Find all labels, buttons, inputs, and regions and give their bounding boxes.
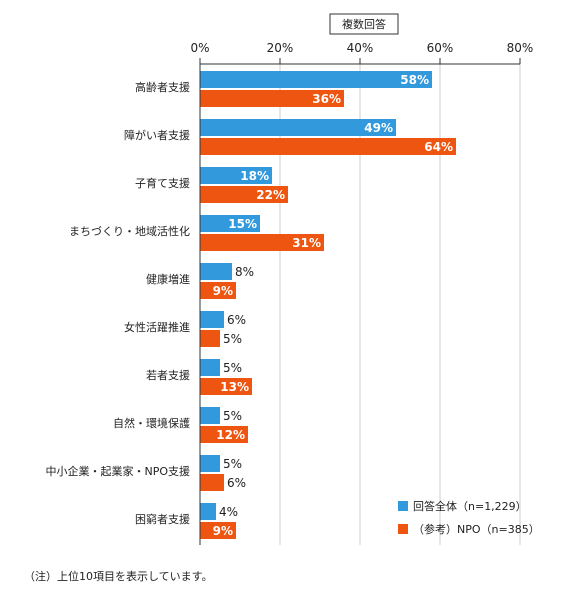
x-tick-label: 20% [267, 41, 294, 55]
bar-all [200, 359, 220, 376]
category-label: 健康増進 [146, 272, 190, 286]
x-tick-label: 0% [190, 41, 209, 55]
bar-npo [200, 138, 456, 155]
data-label: 31% [292, 236, 321, 250]
category-label: 自然・環境保護 [113, 416, 190, 430]
bar-all [200, 503, 216, 520]
bar-all [200, 311, 224, 328]
bar-all [200, 215, 260, 232]
category-label: 女性活躍推進 [124, 320, 190, 334]
data-label: 15% [228, 217, 257, 231]
legend-swatch [398, 524, 408, 534]
data-label: 36% [312, 92, 341, 106]
data-label: 5% [223, 332, 242, 346]
legend-swatch [398, 501, 408, 511]
data-label: 8% [235, 265, 254, 279]
box-label: 複数回答 [342, 17, 386, 31]
legend: 回答全体（n=1,229） （参考）NPO（n=385） [398, 499, 540, 536]
data-label: 13% [220, 380, 249, 394]
x-tick-label: 40% [347, 41, 374, 55]
bar-all [200, 71, 432, 88]
box-label-frame [329, 13, 399, 35]
data-label: 58% [400, 73, 429, 87]
category-labels: 高齢者支援障がい者支援子育て支援まちづくり・地域活性化健康増進女性活躍推進若者支… [45, 80, 190, 526]
data-label: 49% [364, 121, 393, 135]
bar-all [200, 455, 220, 472]
bar-npo [200, 282, 236, 299]
bar-npo [200, 426, 248, 443]
bar-all [200, 407, 220, 424]
bar-all [200, 263, 232, 280]
legend-label: 回答全体（n=1,229） [413, 499, 527, 513]
category-label: 高齢者支援 [135, 80, 190, 94]
bars: 58%36%49%64%18%22%15%31%8%9%6%5%5%13%5%1… [200, 71, 456, 539]
bar-npo [200, 378, 252, 395]
category-label: 障がい者支援 [124, 128, 190, 142]
bar-all [200, 167, 272, 184]
x-tick-label: 80% [507, 41, 534, 55]
data-label: 4% [219, 505, 238, 519]
data-label: 22% [256, 188, 285, 202]
data-label: 9% [213, 524, 233, 538]
category-label: 若者支援 [146, 368, 190, 382]
bar-npo [200, 522, 236, 539]
data-label: 5% [223, 361, 242, 375]
x-axis-ticks: 0% 20% 40% 60% 80% [190, 41, 534, 65]
bar-npo [200, 186, 288, 203]
category-label: 困窮者支援 [135, 512, 190, 526]
bar-npo [200, 234, 324, 251]
category-label: 中小企業・起業家・NPO支援 [45, 464, 190, 478]
data-label: 12% [216, 428, 245, 442]
bar-npo [200, 474, 224, 491]
category-label: 子育て支援 [135, 176, 190, 190]
footnote: （注）上位10項目を表示しています。 [24, 569, 213, 583]
category-label: まちづくり・地域活性化 [69, 224, 190, 238]
data-label: 64% [424, 140, 453, 154]
data-label: 9% [213, 284, 233, 298]
data-label: 6% [227, 476, 246, 490]
data-label: 18% [240, 169, 269, 183]
data-label: 5% [223, 409, 242, 423]
bar-npo [200, 330, 220, 347]
legend-label: （参考）NPO（n=385） [413, 522, 540, 536]
x-tick-label: 60% [427, 41, 454, 55]
bar-all [200, 119, 396, 136]
bar-npo [200, 90, 344, 107]
data-label: 6% [227, 313, 246, 327]
data-label: 5% [223, 457, 242, 471]
